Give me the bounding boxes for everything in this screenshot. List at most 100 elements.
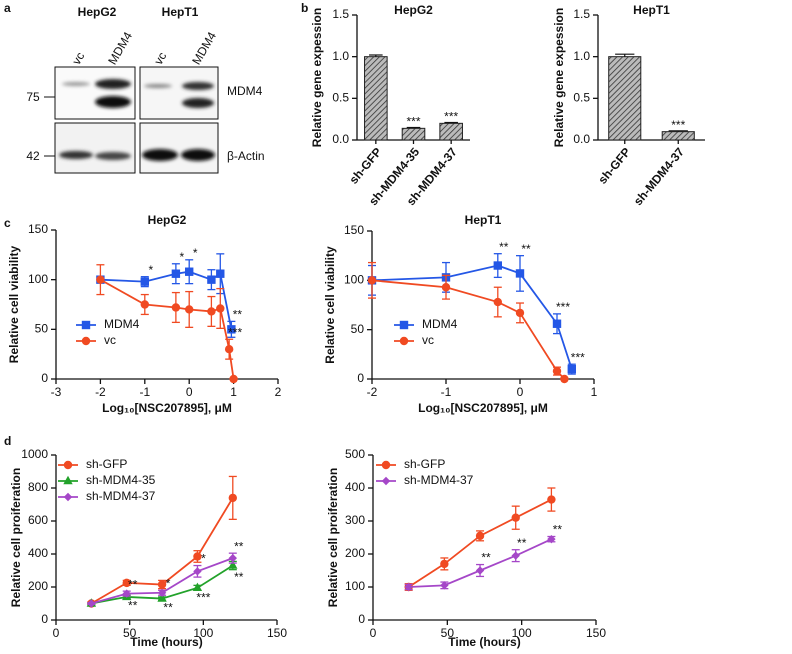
significance: ** [521, 242, 531, 256]
bar [401, 127, 426, 141]
error-bar [406, 126, 421, 129]
marker [122, 578, 131, 588]
marker [216, 269, 225, 278]
lane-label: vc [69, 50, 87, 67]
blot-box [139, 66, 219, 120]
legend-label: vc [422, 333, 434, 347]
y-tick-label: 400 [345, 480, 365, 494]
marker [515, 269, 525, 278]
y-tick-label: 800 [28, 480, 48, 494]
marker [404, 582, 413, 592]
marker [193, 552, 202, 561]
marker [122, 589, 131, 598]
lane-label: MDM4 [189, 29, 219, 67]
y-tick-label: 400 [28, 546, 48, 560]
marker [207, 275, 216, 284]
marker [567, 364, 576, 374]
significance: * [180, 250, 185, 264]
marker [140, 300, 149, 309]
x-tick-label: sh-MDM4-37 [631, 145, 687, 208]
y-tick-label: 500 [345, 447, 365, 461]
marker [493, 297, 502, 307]
significance: ** [233, 308, 243, 322]
marker [228, 560, 238, 569]
mw-marker: 42 [26, 149, 40, 163]
significance: *** [196, 590, 210, 604]
x-tick-label: 50 [123, 626, 137, 640]
marker [63, 460, 73, 470]
chart-title: HepT1 [633, 3, 670, 17]
chart-title: HepG2 [394, 3, 433, 17]
significance: *** [556, 300, 570, 314]
marker [381, 476, 391, 486]
significance: *** [571, 350, 585, 364]
y-tick-label: 150 [28, 222, 48, 236]
legend-label: sh-MDM4-35 [86, 473, 156, 487]
marker [171, 269, 181, 278]
y-tick-label: 200 [28, 579, 48, 593]
y-tick-label: 1.5 [332, 7, 349, 21]
marker [228, 553, 237, 563]
chart-title: HepT1 [465, 213, 502, 227]
marker [441, 283, 451, 292]
panel-label: a [4, 1, 11, 15]
y-tick-label: 600 [28, 513, 48, 527]
x-axis-label: Time (hours) [448, 635, 520, 649]
marker [228, 493, 237, 503]
marker [475, 566, 485, 575]
significance: *** [406, 115, 420, 129]
legend-label: MDM4 [104, 317, 140, 331]
x-tick-label: 2 [275, 385, 282, 399]
marker [547, 534, 556, 544]
x-tick-label: -3 [51, 385, 62, 399]
y-tick-label: 100 [345, 579, 365, 593]
marker [511, 551, 520, 560]
y-tick-label: 0.5 [573, 91, 590, 105]
significance: ** [234, 539, 244, 553]
series-line [99, 278, 235, 380]
error-bar [369, 54, 383, 57]
marker [81, 336, 91, 346]
x-tick-label: -2 [367, 385, 378, 399]
marker [185, 267, 194, 276]
marker [493, 261, 502, 270]
x-tick-label: 0 [370, 626, 377, 640]
bar [439, 122, 463, 141]
y-tick-label: 200 [345, 546, 365, 560]
significance: *** [228, 325, 242, 339]
significance: ** [499, 240, 509, 254]
x-tick-label: sh-GFP [346, 145, 384, 187]
significance: *** [671, 118, 685, 132]
y-tick-label: 50 [351, 322, 365, 336]
y-tick-label: 150 [344, 223, 364, 237]
error-bar [668, 130, 688, 132]
y-tick-label: 1.5 [573, 7, 590, 21]
y-tick-label: 0 [358, 612, 365, 626]
protein-label: β-Actin [227, 149, 265, 163]
legend-label: sh-GFP [86, 457, 127, 471]
significance: ** [234, 570, 244, 584]
marker [475, 531, 485, 541]
marker [552, 319, 562, 328]
marker [140, 277, 149, 286]
x-tick-label: -1 [139, 385, 150, 399]
panel-label: c [4, 216, 11, 230]
y-axis-label: Relative gene expession [552, 8, 566, 147]
blot-box [139, 122, 219, 174]
y-axis-label: Relative cell viability [7, 245, 21, 363]
bar [608, 56, 642, 141]
legend-label: sh-MDM4-37 [86, 489, 156, 503]
marker [157, 588, 167, 597]
marker [552, 366, 562, 376]
y-tick-label: 1.0 [573, 49, 590, 63]
marker [515, 308, 525, 318]
marker [193, 567, 202, 576]
x-tick-label: 0 [517, 385, 524, 399]
marker [63, 492, 73, 502]
y-tick-label: 1000 [21, 447, 48, 461]
significance: *** [444, 110, 458, 124]
y-axis-label: Relative cell proiferation [326, 468, 340, 607]
x-tick-label: 100 [512, 626, 532, 640]
significance: ** [481, 551, 491, 565]
significance: ** [128, 599, 138, 613]
